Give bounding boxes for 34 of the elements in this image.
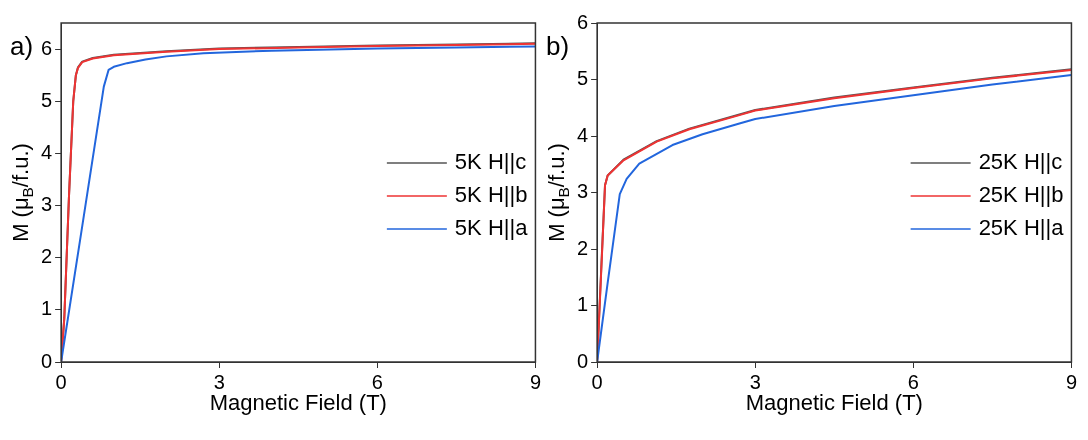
y-tick-label: 5 [577,67,589,90]
y-tick-label: 0 [577,349,589,372]
x-tick-label: 0 [591,370,603,393]
y-tick-label: 6 [577,10,589,33]
y-tick-label: 6 [41,36,53,59]
x-axis-title: Magnetic Field (T) [209,390,387,416]
y-axis-title: M (μB/f.u.) [8,143,36,242]
legend-label: 25K H||c [978,149,1063,175]
y-axis-title: M (μB/f.u.) [544,143,572,242]
text: b) [546,31,570,62]
y-tick-label: 4 [41,140,53,163]
legend-label: 5K H||b [454,182,528,208]
x-tick-label: 9 [1065,370,1077,393]
y-tick-label: 3 [41,193,53,216]
x-tick-label: 6 [371,370,383,393]
legend-label: 5K H||c [454,149,527,175]
y-tick-label: 1 [577,293,589,316]
y-tick-label: 5 [41,88,53,111]
y-tick-label: 1 [41,297,53,320]
x-tick-label: 9 [529,370,541,393]
legend-label: 5K H||a [454,215,529,241]
text: a) [10,31,34,62]
x-tick-label: 0 [55,370,67,393]
x-tick-label: 3 [749,370,761,393]
x-tick-label: 6 [907,370,919,393]
legend-label: 25K H||a [978,215,1065,241]
y-tick-label: 0 [41,349,53,372]
y-tick-label: 2 [41,245,53,268]
y-tick-label: 4 [577,123,589,146]
x-axis-title: Magnetic Field (T) [745,390,923,416]
legend-label: 25K H||b [978,182,1064,208]
y-tick-label: 3 [577,180,589,203]
x-tick-label: 3 [213,370,225,393]
y-tick-label: 2 [577,236,589,259]
